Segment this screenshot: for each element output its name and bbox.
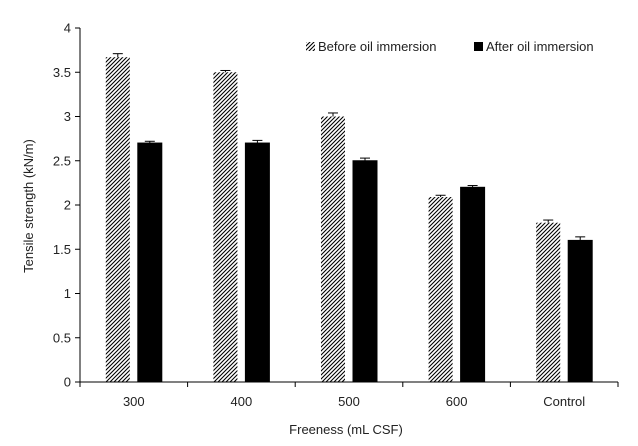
- bar: [352, 160, 378, 383]
- legend: Before oil immersion After oil immersion: [306, 39, 594, 54]
- y-tick-label: 0: [64, 375, 71, 390]
- y-tick-label: 2: [64, 198, 71, 213]
- bar: [536, 222, 561, 382]
- y-tick-label: 4: [64, 21, 71, 36]
- y-tick-label: 1: [64, 286, 71, 301]
- legend-swatch: [306, 42, 315, 51]
- y-axis-title: Tensile strength (kN/m): [21, 139, 36, 273]
- bar: [428, 197, 453, 382]
- x-tick-label: Control: [543, 394, 585, 409]
- y-tick-label: 3.5: [53, 65, 71, 80]
- legend-label: Before oil immersion: [318, 39, 437, 54]
- x-axis: 300 400 500 600 Control: [79, 381, 619, 409]
- x-tick-label: 600: [446, 394, 468, 409]
- x-axis-title: Freeness (mL CSF): [289, 422, 403, 437]
- bar: [321, 116, 345, 382]
- plot-area: [105, 53, 593, 383]
- bar: [105, 57, 130, 383]
- y-tick-label: 0.5: [53, 330, 71, 345]
- legend-swatch: [474, 42, 483, 51]
- bar: [137, 142, 163, 383]
- bar: [567, 239, 593, 383]
- x-tick-label: 400: [231, 394, 253, 409]
- legend-label: After oil immersion: [486, 39, 594, 54]
- y-tick-label: 2.5: [53, 153, 71, 168]
- y-tick-label: 3: [64, 109, 71, 124]
- bar: [460, 186, 486, 383]
- y-axis: 0 0.5 1 1.5 2 2.5 3 3.5 4: [53, 21, 81, 390]
- y-tick-label: 1.5: [53, 242, 71, 257]
- x-tick-label: 300: [123, 394, 145, 409]
- x-tick-label: 500: [338, 394, 360, 409]
- bar: [244, 142, 270, 383]
- bar: [213, 72, 238, 382]
